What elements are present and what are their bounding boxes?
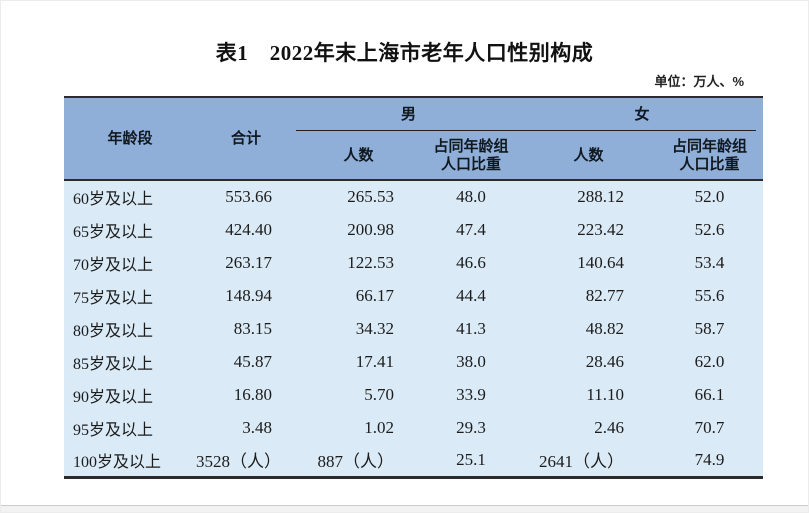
cell-male-count: 5.70 <box>364 384 394 404</box>
cell-female-count: 140.64 <box>577 252 625 272</box>
cell-female-share: 52.6 <box>694 219 725 239</box>
cell-male-count: 265.53 <box>347 187 394 206</box>
table-row: 70岁及以上 263.17 122.53 46.6 140.64 53.4 <box>64 246 763 279</box>
header-total: 合计 <box>230 129 261 147</box>
cell-total: 83.15 <box>233 318 272 338</box>
cell-total: 3.48 <box>242 417 272 437</box>
table-row: 95岁及以上 3.48 1.02 29.3 2.46 70.7 <box>64 411 763 444</box>
cell-female-share: 62.0 <box>694 351 725 371</box>
cell-age: 90岁及以上 <box>73 388 154 406</box>
cell-total: 16.80 <box>233 384 272 404</box>
cell-total: 553.66 <box>225 187 272 206</box>
table-row: 90岁及以上 16.80 5.70 33.9 11.10 66.1 <box>64 378 763 411</box>
cell-male-count: 66.17 <box>355 285 394 305</box>
table-row: 65岁及以上 424.40 200.98 47.4 223.42 52.6 <box>64 213 763 246</box>
cell-age: 95岁及以上 <box>73 421 154 439</box>
cell-age: 60岁及以上 <box>73 191 154 208</box>
cell-male-count: 887（人） <box>317 452 395 472</box>
cell-total: 3528（人） <box>196 452 281 472</box>
cell-male-share: 38.0 <box>456 351 486 371</box>
cell-male-count: 17.41 <box>355 351 394 371</box>
header-male-count: 人数 <box>343 146 374 164</box>
cell-female-count: 82.77 <box>585 285 625 305</box>
cell-female-count: 2641（人） <box>539 452 625 472</box>
cell-total: 148.94 <box>225 285 272 305</box>
table-row: 100岁及以上 3528（人） 887（人） 25.1 2641（人） 74.9 <box>64 444 763 477</box>
header-male-share: 占同年龄组 人口比重 <box>421 132 521 180</box>
cell-total: 424.40 <box>225 219 272 239</box>
population-table: 年龄段 合计 男 女 人数 占同年龄组 人口比重 人数 占同年龄组 人口比重 <box>64 96 764 479</box>
cell-total: 263.17 <box>225 252 272 272</box>
header-male-share-line1: 占同年龄组 <box>433 137 509 155</box>
table-header: 年龄段 合计 男 女 人数 占同年龄组 人口比重 人数 占同年龄组 人口比重 <box>64 97 764 180</box>
cell-male-count: 34.32 <box>355 318 394 338</box>
cell-male-share: 41.3 <box>456 318 486 338</box>
header-female-count: 人数 <box>573 146 604 164</box>
cell-male-count: 1.02 <box>364 417 394 437</box>
header-female-share: 占同年龄组 人口比重 <box>656 132 763 180</box>
header-female-group: 女 <box>634 106 650 123</box>
header-age-group: 年龄段 <box>107 129 153 147</box>
table-row: 80岁及以上 83.15 34.32 41.3 48.82 58.7 <box>64 312 763 345</box>
cell-age: 100岁及以上 <box>73 453 162 471</box>
page-bottom-edge <box>1 505 808 512</box>
cell-female-count: 11.10 <box>586 384 625 404</box>
cell-female-share: 74.9 <box>694 449 725 469</box>
cell-male-share: 33.9 <box>456 384 486 404</box>
cell-female-count: 288.12 <box>577 187 625 206</box>
cell-female-share: 55.6 <box>694 285 725 305</box>
cell-age: 85岁及以上 <box>73 355 154 373</box>
cell-male-share: 46.6 <box>456 252 486 272</box>
table-row: 85岁及以上 45.87 17.41 38.0 28.46 62.0 <box>64 345 763 378</box>
cell-age: 75岁及以上 <box>73 289 154 307</box>
header-row-sub: 人数 占同年龄组 人口比重 人数 占同年龄组 人口比重 <box>64 132 763 180</box>
cell-male-count: 200.98 <box>347 219 394 239</box>
header-row-groups: 年龄段 合计 男 女 <box>64 97 763 147</box>
cell-female-share: 58.7 <box>694 318 725 338</box>
cell-total: 45.87 <box>233 351 272 371</box>
cell-male-share: 48.0 <box>456 187 486 206</box>
header-group-divider <box>296 130 756 131</box>
table-body: 60岁及以上 553.66 265.53 48.0 288.12 52.0 65… <box>64 180 764 477</box>
cell-female-share: 52.0 <box>694 187 725 206</box>
table-row: 60岁及以上 553.66 265.53 48.0 288.12 52.0 <box>64 180 763 213</box>
cell-female-count: 223.42 <box>577 219 625 239</box>
header-male-group: 男 <box>401 106 417 123</box>
cell-male-share: 47.4 <box>456 219 486 239</box>
cell-male-count: 122.53 <box>347 252 394 272</box>
table-row: 75岁及以上 148.94 66.17 44.4 82.77 55.6 <box>64 279 763 312</box>
cell-female-count: 2.46 <box>594 417 625 437</box>
header-female-share-line2: 人口比重 <box>679 155 740 173</box>
cell-male-share: 25.1 <box>456 449 486 469</box>
cell-female-count: 28.46 <box>585 351 625 371</box>
cell-age: 65岁及以上 <box>73 223 154 241</box>
header-male-share-line2: 人口比重 <box>441 155 502 173</box>
cell-female-share: 70.7 <box>694 417 725 437</box>
cell-female-count: 48.82 <box>585 318 625 338</box>
cell-female-share: 53.4 <box>694 252 725 272</box>
cell-female-share: 66.1 <box>694 384 725 404</box>
cell-age: 80岁及以上 <box>73 322 154 340</box>
cell-male-share: 44.4 <box>456 285 486 305</box>
header-female-share-line1: 占同年龄组 <box>672 137 748 155</box>
cell-age: 70岁及以上 <box>73 256 154 274</box>
cell-male-share: 29.3 <box>456 417 486 437</box>
table-title: 表1 2022年末上海市老年人口性别构成 <box>215 41 594 65</box>
unit-note: 单位：万人、% <box>654 74 744 89</box>
